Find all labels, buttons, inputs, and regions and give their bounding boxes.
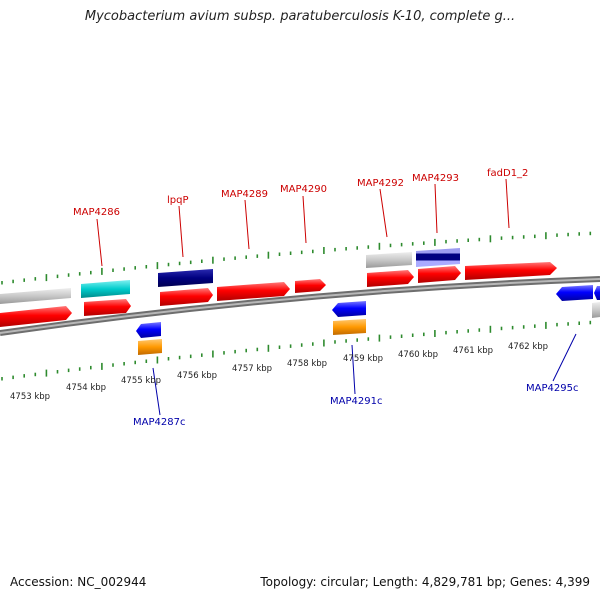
bottom-leader-lines [152, 333, 577, 416]
striped-feature [416, 248, 460, 267]
gene-label-top[interactable]: MAP4293 [412, 173, 459, 184]
gene-label-bottom[interactable]: MAP4295c [526, 383, 578, 394]
top-leader-lines [96, 178, 510, 267]
kbp-label: 4762 kbp [508, 342, 548, 352]
kbp-label: 4758 kbp [287, 359, 327, 369]
kbp-label: 4759 kbp [343, 354, 383, 364]
kbp-label: 4753 kbp [10, 392, 50, 402]
gene-label-top[interactable]: MAP4286 [73, 207, 120, 218]
forward-gene-arrow [84, 299, 131, 316]
kbp-label: 4756 kbp [177, 371, 217, 381]
forward-gene-arrow [217, 282, 290, 301]
top-tick-row [1, 231, 592, 285]
cyan-feature [81, 280, 130, 298]
gene-label-top[interactable]: MAP4292 [357, 178, 404, 189]
gray-feature [592, 302, 600, 318]
topology-summary-text: Topology: circular; Length: 4,829,781 bp… [260, 575, 590, 589]
gray-feature [0, 288, 71, 304]
bottom-tick-row [1, 320, 592, 381]
gene-label-top[interactable]: lpqP [167, 195, 189, 206]
reverse-gene-arrow [332, 301, 366, 317]
gray-feature [366, 252, 412, 268]
map-title: Mycobacterium avium subsp. paratuberculo… [84, 9, 516, 24]
reverse-gene-arrow [594, 286, 600, 300]
forward-gene-arrow [367, 270, 414, 287]
forward-gene-arrow [160, 288, 213, 306]
accession-text: Accession: NC_002944 [10, 575, 147, 589]
kbp-label: 4755 kbp [121, 376, 161, 386]
navy-feature [158, 269, 213, 287]
reverse-gene-arrow [136, 322, 161, 338]
kbp-label: 4760 kbp [398, 350, 438, 360]
kbp-label: 4761 kbp [453, 346, 493, 356]
forward-gene-arrow [465, 262, 557, 280]
orange-feature [138, 339, 162, 355]
orange-feature [333, 319, 366, 335]
kbp-label: 4757 kbp [232, 364, 272, 374]
forward-gene-arrow [0, 306, 72, 327]
reverse-gene-arrow [556, 285, 593, 301]
backbone-inner [0, 278, 600, 334]
kbp-label: 4754 kbp [66, 383, 106, 393]
gene-label-bottom[interactable]: MAP4287c [133, 417, 185, 428]
forward-gene-arrow [295, 279, 326, 293]
gene-label-bottom[interactable]: MAP4291c [330, 396, 382, 407]
forward-gene-arrow [418, 266, 461, 283]
gene-label-top[interactable]: MAP4289 [221, 189, 268, 200]
gene-label-top[interactable]: MAP4290 [280, 184, 327, 195]
gene-label-top[interactable]: fadD1_2 [487, 168, 528, 179]
